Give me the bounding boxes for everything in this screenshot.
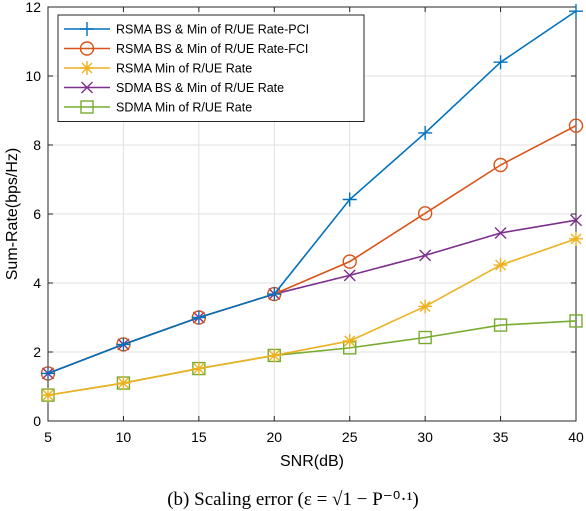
plus-marker xyxy=(80,22,94,36)
y-tick-label: 12 xyxy=(25,0,41,15)
asterisk-marker xyxy=(116,376,131,391)
plus-marker xyxy=(493,55,508,70)
series-line xyxy=(47,124,577,375)
axes: 5 10 15 20 25 30 35 40 0 2 4 6 8 10 12 xyxy=(25,0,584,445)
x-marker xyxy=(343,269,356,282)
x-tick-label: 20 xyxy=(266,429,282,445)
circle-marker xyxy=(568,118,584,133)
plus-marker xyxy=(116,337,131,352)
legend-label: SDMA BS & Min of R/UE Rate xyxy=(116,81,284,95)
plus-marker xyxy=(267,287,282,302)
legend-item: SDMA BS & Min of R/UE Rate xyxy=(64,81,284,95)
circle-marker xyxy=(417,206,433,221)
x-tick-label: 10 xyxy=(116,429,132,445)
legend: RSMA BS & Min of R/UE Rate-PCI RSMA BS & … xyxy=(57,14,365,122)
asterisk-marker xyxy=(493,258,508,273)
asterisk-marker xyxy=(41,388,55,403)
y-tick-label: 10 xyxy=(25,68,41,84)
x-tick-label: 25 xyxy=(342,429,358,445)
circle-marker xyxy=(342,254,357,269)
x-marker xyxy=(419,249,432,262)
circle-marker xyxy=(493,157,508,173)
y-tick-label: 8 xyxy=(33,137,41,153)
legend-label: SDMA Min of R/UE Rate xyxy=(116,101,252,115)
x-axis-label: SNR(dB) xyxy=(280,453,344,470)
series-2 xyxy=(40,118,584,381)
x-marker xyxy=(570,214,582,227)
plus-marker xyxy=(569,4,583,19)
asterisk-marker xyxy=(342,333,357,348)
x-tick-label: 15 xyxy=(191,429,207,445)
x-tick-label: 30 xyxy=(417,429,433,445)
x-tick-label: 35 xyxy=(493,429,509,445)
y-tick-label: 4 xyxy=(33,275,41,291)
y-axis-label: Sum-Rate(bps/Hz) xyxy=(4,148,21,280)
series-line xyxy=(47,238,577,396)
legend-label: RSMA BS & Min of R/UE Rate-PCI xyxy=(116,23,309,37)
square-marker xyxy=(493,318,508,332)
plus-marker xyxy=(41,366,55,381)
circle-marker xyxy=(79,41,95,56)
square-marker xyxy=(569,314,583,328)
series-3 xyxy=(41,231,583,403)
y-tick-label: 0 xyxy=(33,413,41,429)
legend-label: RSMA Min of R/UE Rate xyxy=(116,62,252,76)
x-marker xyxy=(494,226,507,239)
series-lines xyxy=(40,4,584,403)
legend-item: RSMA Min of R/UE Rate xyxy=(64,61,252,76)
sum-rate-chart: 5 10 15 20 25 30 35 40 0 2 4 6 8 10 12 RSMA BS & Min o… xyxy=(4,0,584,470)
asterisk-marker xyxy=(80,61,94,75)
asterisk-marker xyxy=(267,348,282,363)
plus-marker xyxy=(418,125,433,140)
legend-item: RSMA BS & Min of R/UE Rate-FCI xyxy=(64,41,308,56)
x-marker xyxy=(81,81,93,94)
x-tick-label: 5 xyxy=(44,429,52,445)
legend-item: RSMA BS & Min of R/UE Rate-PCI xyxy=(64,22,309,37)
x-tick-label: 40 xyxy=(568,429,584,445)
square-marker xyxy=(418,330,432,345)
plus-marker xyxy=(342,192,357,207)
asterisk-marker xyxy=(569,231,583,246)
square-marker xyxy=(80,100,94,114)
asterisk-marker xyxy=(418,299,433,314)
plus-marker xyxy=(191,310,206,325)
series-line xyxy=(47,10,577,375)
asterisk-marker xyxy=(191,361,206,376)
figure-caption: (b) Scaling error (ε = √1 − P⁻⁰·¹) xyxy=(167,489,419,510)
series-1 xyxy=(41,4,583,381)
y-tick-label: 6 xyxy=(33,206,41,222)
legend-label: RSMA BS & Min of R/UE Rate-FCI xyxy=(116,42,308,56)
y-tick-label: 2 xyxy=(33,344,41,360)
series-line xyxy=(47,320,577,396)
legend-item: SDMA Min of R/UE Rate xyxy=(64,100,252,115)
